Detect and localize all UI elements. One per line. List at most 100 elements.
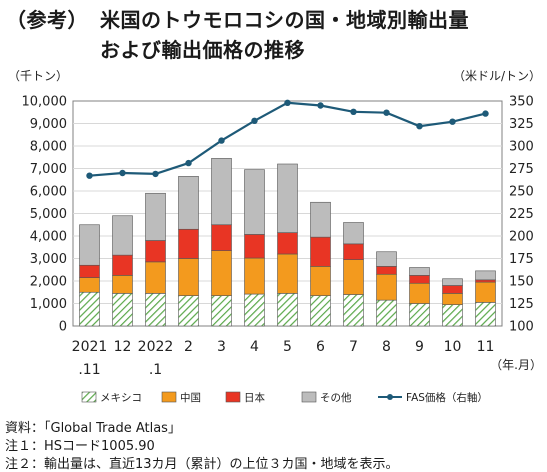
bar-segment [112,215,133,256]
x-axis-unit: （年.月） [490,358,542,372]
bar-segment [376,266,397,275]
bar-segment [79,277,100,293]
bar-segment [112,254,133,276]
fas-price-point [317,102,324,109]
fas-price-point [185,159,192,167]
legend-label: FAS価格（右軸） [406,391,488,404]
bar-segment [343,259,364,295]
bar-segment [409,275,430,284]
bar-segment [442,304,463,327]
bar-segment [277,232,298,255]
bar-segment [244,293,265,327]
right-axis-unit: （米ドル/トン） [453,69,541,83]
y-tick-label: 1,000 [30,297,67,312]
fas-price-point [218,137,225,144]
bar-segment [211,158,232,226]
bar-segment [409,282,430,304]
y-tick-label: 3,000 [30,252,67,267]
x-tick-label-sub: .1 [149,362,162,378]
x-tick-label-sub: .11 [78,362,100,378]
y-tick-label: 0 [59,320,67,335]
y-tick-label: 5,000 [30,207,67,222]
chart-title-tag: （参考） [6,8,88,32]
bar-segment [79,264,100,278]
x-tick-label: 2022 [138,339,174,355]
x-tick-label: 2 [184,339,193,355]
legend-swatch [161,391,177,403]
fas-price-point [383,109,390,116]
bar-segment [310,201,331,238]
y2-tick-label: 200 [509,230,534,245]
y-tick-label: 7,000 [30,162,67,177]
fas-price-point [449,118,456,125]
x-tick-label: 8 [382,339,391,355]
bar-segment [376,251,397,267]
bar-segment [79,291,100,327]
bar-segment [310,236,331,267]
bar-segment [145,240,166,263]
legend-label: その他 [320,391,352,404]
x-tick-label: 9 [415,339,424,355]
left-axis-unit: （千トン） [8,69,68,83]
stacked-bar-line-chart: 0 1,000 2,000 3,000 4,000 5,000 6,000 7,000 8,00… [8,69,542,404]
x-tick-label: 6 [316,339,325,355]
bar-segment [310,266,331,296]
x-tick-label: 10 [444,339,462,355]
y-tick-label: 8,000 [30,140,67,155]
footnote-1: 注１：HSコード1005.90 [5,439,155,454]
fas-price-point [251,117,258,125]
source-note: 資料：「Global Trade Atlas」 [5,421,181,436]
x-tick-label: 11 [477,339,495,355]
y2-tick-label: 225 [509,207,534,222]
fas-price-point [152,170,159,178]
bar-segment [178,295,199,327]
legend-swatch [301,391,317,403]
y-tick-label: 4,000 [30,230,67,245]
bar-segment [343,222,364,245]
bar-segment [343,243,364,260]
bar-segment [145,192,166,241]
legend-swatch [225,391,241,403]
bar-segment [211,250,232,296]
x-tick-label: 7 [349,339,358,355]
y-tick-label: 6,000 [30,185,67,200]
bar-segment [145,293,166,327]
fas-price-point [119,169,126,177]
bar-segment [112,293,133,327]
fas-price-point [284,99,291,107]
bar-segment [145,261,166,294]
fas-price-point [350,108,357,116]
bar-segment [277,253,298,294]
legend-swatch [81,391,97,403]
legend-label: 中国 [180,391,201,404]
y-tick-label: 9,000 [30,117,67,132]
y2-tick-label: 350 [509,95,534,110]
y2-tick-label: 125 [509,297,534,312]
footnote-2: 注２：輸出量は、直近13カ月（累計）の上位３カ国・地域を表示。 [5,457,399,472]
y-tick-label: 2,000 [30,275,67,290]
y2-tick-label: 275 [509,162,534,177]
x-tick-label: 4 [250,339,259,355]
bar-segment [79,224,100,266]
bar-segment [409,303,430,327]
y2-tick-label: 325 [509,117,534,132]
legend-label: 日本 [244,391,265,404]
bar-segment [178,228,199,259]
bar-segment [178,176,199,230]
y2-tick-label: 150 [509,275,534,290]
bar-segment [475,281,496,303]
bar-segment [112,275,133,294]
bar-segment [475,270,496,281]
bar-segment [310,295,331,327]
x-tick-label: 2021 [72,339,108,355]
y2-tick-label: 300 [509,140,534,155]
bar-segment [475,302,496,327]
y-tick-label: 10,000 [22,95,68,110]
chart-title: 米国のトウモロコシの国・地域別輸出量 [100,8,469,32]
fas-price-point [86,172,93,179]
bar-segment [442,293,463,305]
fas-price-point [416,123,423,130]
bar-segment [211,295,232,327]
bar-segment [211,224,232,251]
x-tick-label: 12 [114,339,132,355]
